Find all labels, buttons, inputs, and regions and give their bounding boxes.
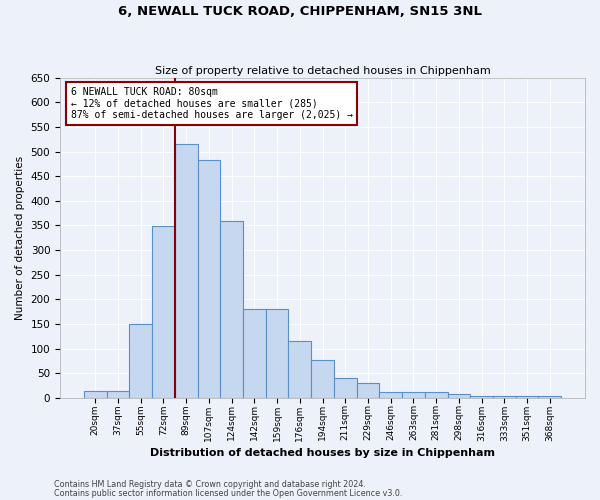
Text: Contains HM Land Registry data © Crown copyright and database right 2024.: Contains HM Land Registry data © Crown c… <box>54 480 366 489</box>
Bar <box>220 220 243 398</box>
Bar <box>493 396 515 398</box>
Bar <box>289 342 311 398</box>
Bar <box>107 390 130 398</box>
Bar <box>356 383 379 398</box>
Text: 6 NEWALL TUCK ROAD: 80sqm
← 12% of detached houses are smaller (285)
87% of semi: 6 NEWALL TUCK ROAD: 80sqm ← 12% of detac… <box>71 88 353 120</box>
Bar <box>448 394 470 398</box>
Bar <box>197 160 220 398</box>
Bar <box>379 392 402 398</box>
Text: 6, NEWALL TUCK ROAD, CHIPPENHAM, SN15 3NL: 6, NEWALL TUCK ROAD, CHIPPENHAM, SN15 3N… <box>118 5 482 18</box>
Bar <box>311 360 334 398</box>
Bar <box>130 324 152 398</box>
Text: Contains public sector information licensed under the Open Government Licence v3: Contains public sector information licen… <box>54 490 403 498</box>
Bar <box>84 390 107 398</box>
Bar <box>470 396 493 398</box>
Y-axis label: Number of detached properties: Number of detached properties <box>15 156 25 320</box>
Bar <box>152 226 175 398</box>
Bar <box>425 392 448 398</box>
Title: Size of property relative to detached houses in Chippenham: Size of property relative to detached ho… <box>155 66 490 76</box>
Bar <box>175 144 197 398</box>
Bar <box>402 392 425 398</box>
X-axis label: Distribution of detached houses by size in Chippenham: Distribution of detached houses by size … <box>150 448 495 458</box>
Bar <box>515 396 538 398</box>
Bar <box>538 396 561 398</box>
Bar <box>243 309 266 398</box>
Bar <box>266 309 289 398</box>
Bar <box>334 378 356 398</box>
